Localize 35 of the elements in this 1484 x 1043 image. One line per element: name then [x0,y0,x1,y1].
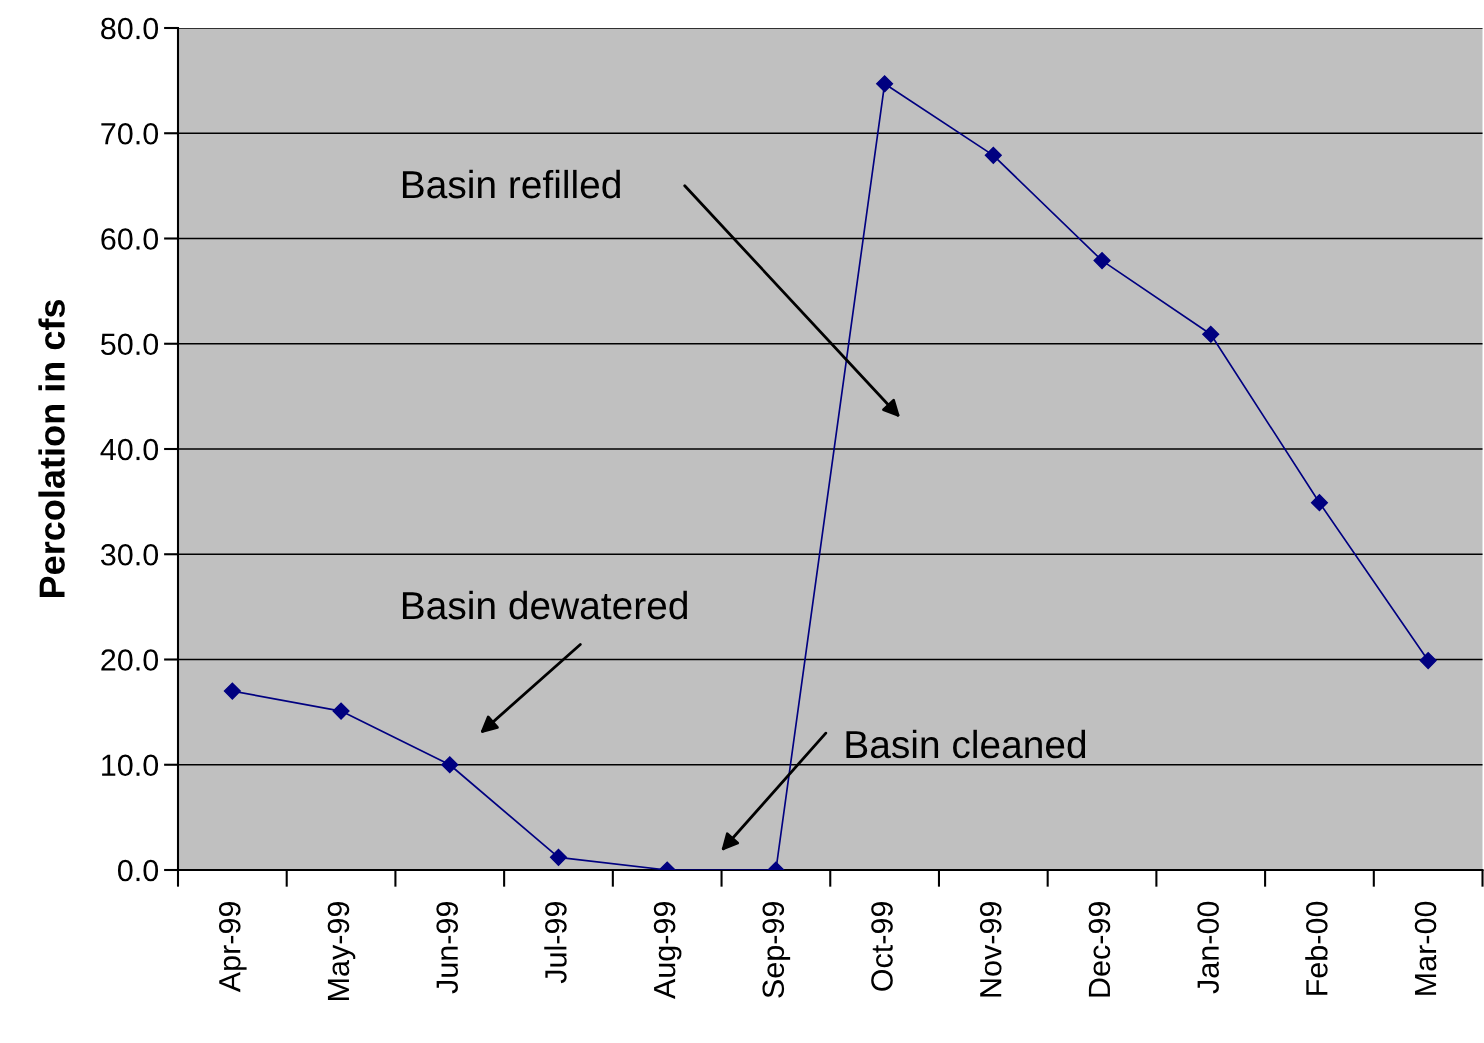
point [876,75,894,93]
y-tick-label: 50.0 [101,333,159,356]
x-tick-label: Feb-00 [1305,901,1328,995]
x-tick-label: Apr-99 [218,902,247,993]
annotation: Basin cleaned [846,729,1086,759]
y-tick-label: 40.0 [100,438,159,461]
y-axis-title: Percolation in cfs [38,299,65,598]
x-tick-label: Jan-00 [1197,901,1219,994]
y-tick-label: 30.0 [100,543,159,566]
x-tick-label: Jul-99 [544,902,567,984]
point [1093,252,1111,270]
x-tick-label: Aug-99 [653,902,682,1000]
annotation: Basin dewatered [402,590,687,620]
x-tick-label: Dec-99 [1088,902,1111,997]
point [549,848,568,866]
point [332,702,350,720]
point [223,682,241,700]
x-tick-label: Jun-99 [436,902,458,994]
x-tick-label: Oct-99 [871,902,893,991]
annotation: Basin refilled [402,169,620,199]
y-tick-label: 80.0 [101,17,159,40]
y-tick-label: 20.0 [101,649,159,671]
y-tick-label: 0.0 [117,859,159,882]
y-tick-label: 60.0 [101,228,159,250]
point [441,756,459,774]
x-tick-label: Sep-99 [762,902,791,998]
x-tick-label: Mar-00 [1414,901,1437,995]
x-tick-label: May-99 [327,902,356,1000]
point [1202,325,1220,343]
y-tick-label: 70.0 [101,122,159,145]
point [984,146,1002,164]
point [1419,652,1437,670]
x-tick-label: Nov-99 [979,902,1002,997]
y-tick-label: 10.0 [102,754,159,777]
point [1310,494,1329,512]
